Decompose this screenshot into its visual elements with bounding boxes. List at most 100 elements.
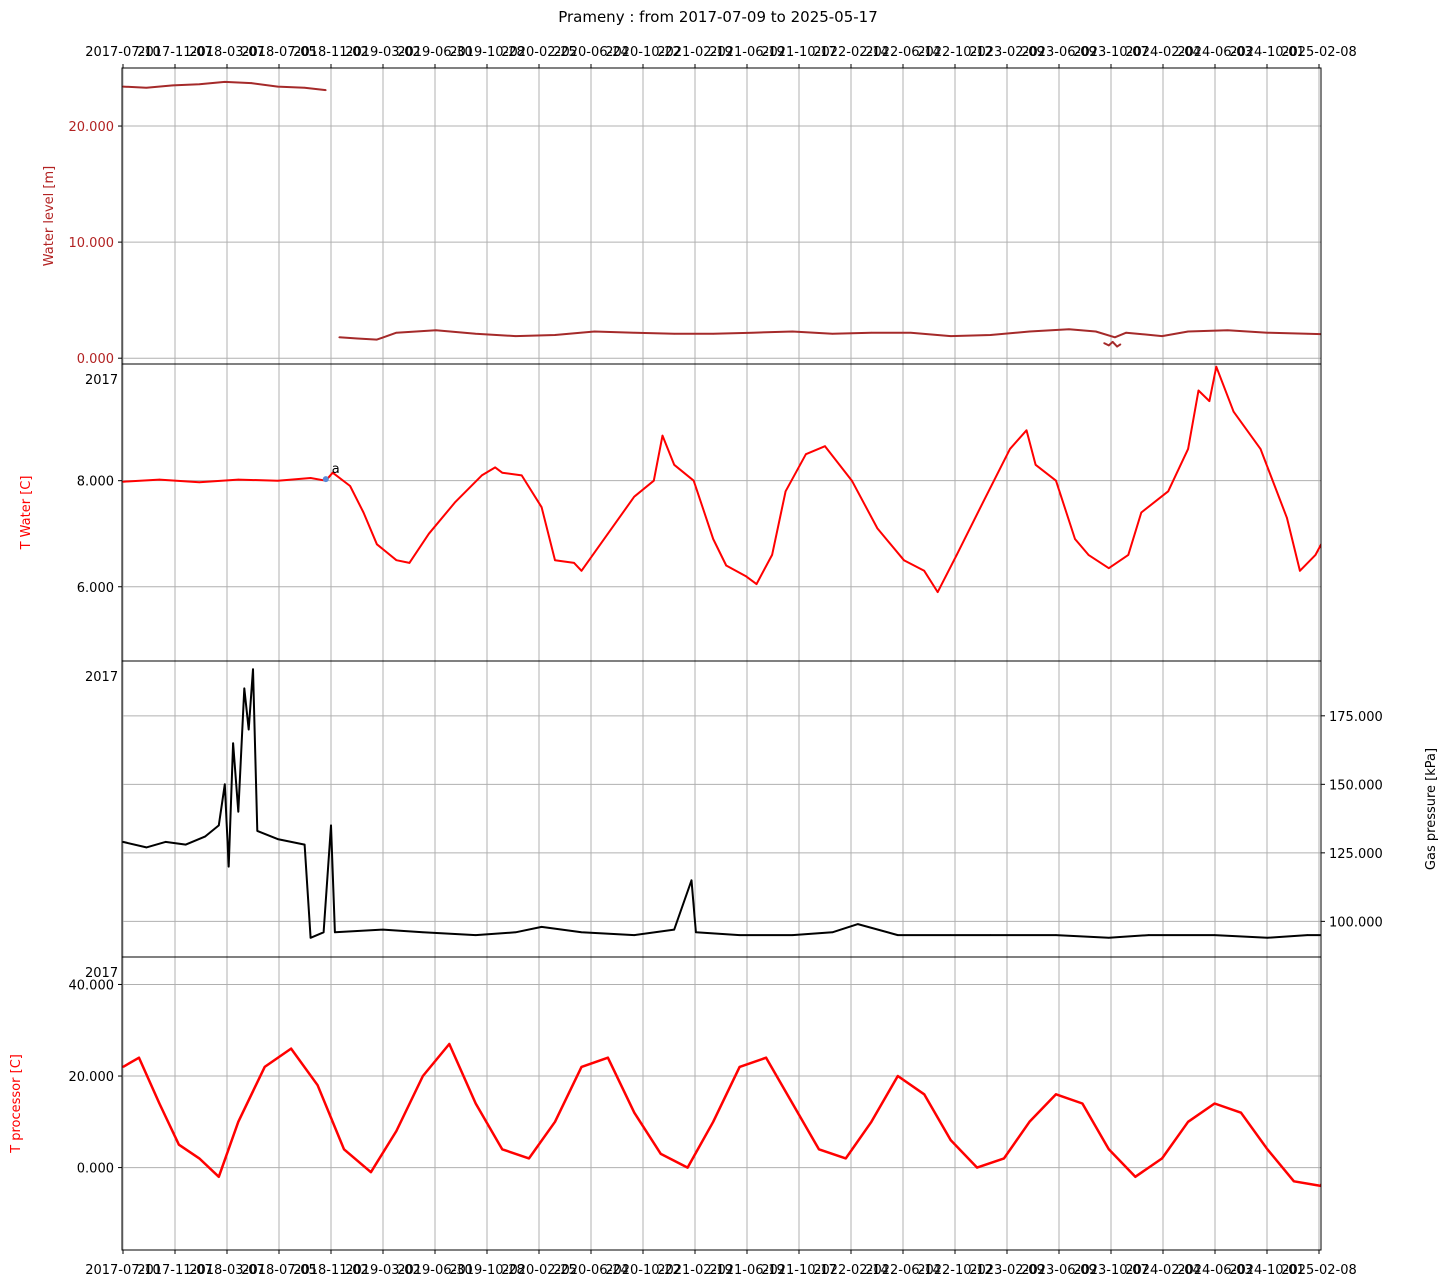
- y-axis-label: T processor [C]: [9, 1054, 24, 1154]
- data-point: [660, 1153, 662, 1155]
- data-point: [1025, 429, 1028, 432]
- data-point: [738, 934, 741, 936]
- data-point: [1187, 448, 1189, 450]
- bottom-x-tick-label: 2022-02-14: [813, 1263, 889, 1278]
- data-point: [309, 937, 312, 939]
- data-point: [198, 1157, 201, 1160]
- data-point: [580, 1066, 583, 1068]
- top-x-tick-label: 2022-06-14: [865, 45, 941, 60]
- data-point: [247, 728, 250, 731]
- data-point: [712, 538, 714, 540]
- bottom-x-tick-label: 2021-10-17: [761, 1263, 837, 1278]
- data-point: [276, 838, 279, 840]
- data-point: [122, 85, 124, 88]
- y-tick-label: 20.000: [69, 120, 115, 135]
- data-point: [1314, 554, 1317, 556]
- top-x-tick-label: 2021-10-17: [761, 45, 837, 60]
- data-point: [633, 1111, 636, 1114]
- data-point: [607, 1056, 609, 1059]
- data-point: [1116, 345, 1118, 348]
- data-point: [1147, 934, 1150, 936]
- data-point: [250, 82, 253, 84]
- data-point: [252, 668, 254, 670]
- data-point: [178, 1143, 180, 1146]
- top-x-tick-label: 2022-02-14: [813, 45, 889, 60]
- data-point: [554, 559, 556, 561]
- data-point: [376, 543, 378, 546]
- data-point: [1213, 1102, 1216, 1105]
- data-point: [580, 570, 583, 572]
- data-point: [218, 824, 220, 827]
- data-point: [276, 479, 279, 482]
- data-point: [1431, 432, 1433, 434]
- data-point: [824, 445, 826, 448]
- data-point: [122, 841, 124, 843]
- bottom-x-tick-label: 2023-02-09: [969, 1263, 1045, 1278]
- data-point: [1215, 365, 1218, 368]
- data-point: [673, 464, 675, 466]
- data-point: [755, 583, 758, 585]
- data-point: [949, 934, 952, 936]
- top-x-tick-label: 2017-11-07: [137, 45, 213, 60]
- data-point: [1161, 335, 1163, 337]
- data-point: [224, 81, 226, 83]
- data-point: [554, 334, 556, 336]
- data-point: [276, 85, 279, 88]
- data-point: [1108, 567, 1110, 569]
- data-point: [1240, 1111, 1242, 1114]
- data-point: [653, 479, 655, 482]
- data-point: [1299, 570, 1301, 572]
- data-point: [1226, 329, 1229, 332]
- data-point: [309, 477, 312, 479]
- data-point: [765, 1056, 767, 1059]
- top-x-tick-label: 2024-10-01: [1229, 45, 1305, 60]
- data-point: [897, 934, 899, 936]
- top-x-tick-label: 2020-10-22: [605, 45, 681, 60]
- data-point: [218, 1176, 220, 1178]
- data-point: [690, 879, 693, 882]
- data-point: [936, 591, 939, 593]
- top-x-tick-label: 2018-03-07: [189, 45, 265, 60]
- bottom-x-tick-label: 2024-06-03: [1177, 1263, 1253, 1278]
- data-point: [362, 511, 365, 514]
- data-point: [949, 335, 952, 337]
- data-point: [738, 1066, 741, 1068]
- data-point: [303, 843, 306, 846]
- data-point: [1293, 1180, 1295, 1183]
- data-point: [1187, 330, 1189, 333]
- bottom-x-tick-label: 2020-02-25: [501, 1263, 577, 1278]
- data-point: [1306, 934, 1309, 936]
- y-axis-label: Water level [m]: [42, 166, 57, 266]
- data-point: [870, 1121, 873, 1123]
- top-x-tick-label: 2024-06-03: [1177, 45, 1253, 60]
- data-point: [501, 1148, 504, 1151]
- bottom-x-tick-label: 2023-06-09: [1021, 1263, 1097, 1278]
- y-axis-label: T Water [C]: [19, 476, 34, 551]
- data-point: [1068, 328, 1070, 331]
- annotation-label: a: [332, 462, 340, 477]
- axes-frame: [121, 956, 1322, 1251]
- bottom-x-tick-label: 2018-03-07: [189, 1263, 265, 1278]
- data-point: [474, 934, 477, 936]
- y-tick-label: 20.000: [69, 1070, 115, 1085]
- data-point: [831, 333, 834, 335]
- data-point: [158, 1102, 161, 1105]
- y-tick-label: 40.000: [69, 978, 115, 993]
- data-point: [145, 86, 148, 89]
- y-axis-label: Gas pressure [kPa]: [1424, 748, 1439, 870]
- bottom-x-tick-label: 2019-03-02: [345, 1263, 421, 1278]
- offset-label: 2017: [85, 670, 118, 685]
- bottom-x-tick-label: 2025-02-08: [1281, 1263, 1357, 1278]
- bottom-x-tick-label: 2019-10-28: [449, 1263, 525, 1278]
- top-x-tick-label: 2018-07-05: [241, 45, 317, 60]
- data-point: [1365, 934, 1367, 936]
- data-point: [263, 1066, 266, 1068]
- y-tick-label: 0.000: [77, 1162, 114, 1177]
- data-point: [474, 333, 477, 335]
- y-tick-label: 100.000: [1329, 915, 1383, 930]
- top-x-tick-label: 2021-06-19: [709, 45, 785, 60]
- panel-t-processor: 0.000 20.000 40.000 T processor [C] 2017: [9, 956, 1322, 1254]
- data-point: [1055, 479, 1057, 482]
- data-point: [949, 1139, 952, 1141]
- bottom-x-tick-label: 2018-11-02: [293, 1263, 369, 1278]
